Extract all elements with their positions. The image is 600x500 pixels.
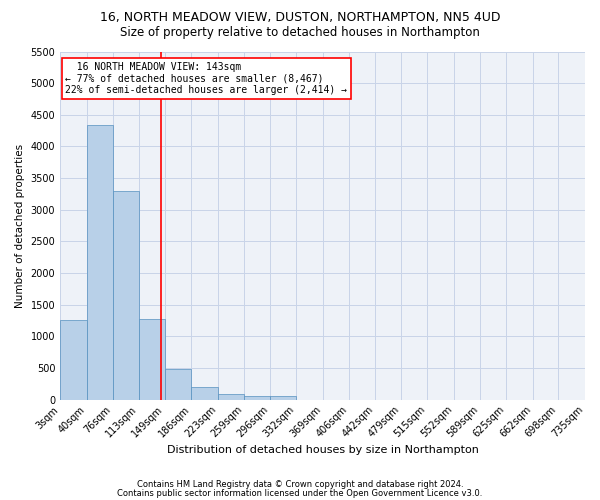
- Bar: [113, 190, 139, 400]
- Text: Contains public sector information licensed under the Open Government Licence v3: Contains public sector information licen…: [118, 489, 482, 498]
- Bar: [218, 394, 244, 400]
- Text: Size of property relative to detached houses in Northampton: Size of property relative to detached ho…: [120, 26, 480, 39]
- Bar: [60, 320, 86, 400]
- Y-axis label: Number of detached properties: Number of detached properties: [15, 144, 25, 308]
- Text: Contains HM Land Registry data © Crown copyright and database right 2024.: Contains HM Land Registry data © Crown c…: [137, 480, 463, 489]
- Text: 16 NORTH MEADOW VIEW: 143sqm
← 77% of detached houses are smaller (8,467)
22% of: 16 NORTH MEADOW VIEW: 143sqm ← 77% of de…: [65, 62, 347, 95]
- Bar: [270, 396, 296, 400]
- Bar: [86, 125, 113, 400]
- Bar: [165, 368, 191, 400]
- X-axis label: Distribution of detached houses by size in Northampton: Distribution of detached houses by size …: [167, 445, 479, 455]
- Bar: [191, 387, 218, 400]
- Text: 16, NORTH MEADOW VIEW, DUSTON, NORTHAMPTON, NN5 4UD: 16, NORTH MEADOW VIEW, DUSTON, NORTHAMPT…: [100, 11, 500, 24]
- Bar: [139, 318, 165, 400]
- Bar: [244, 396, 270, 400]
